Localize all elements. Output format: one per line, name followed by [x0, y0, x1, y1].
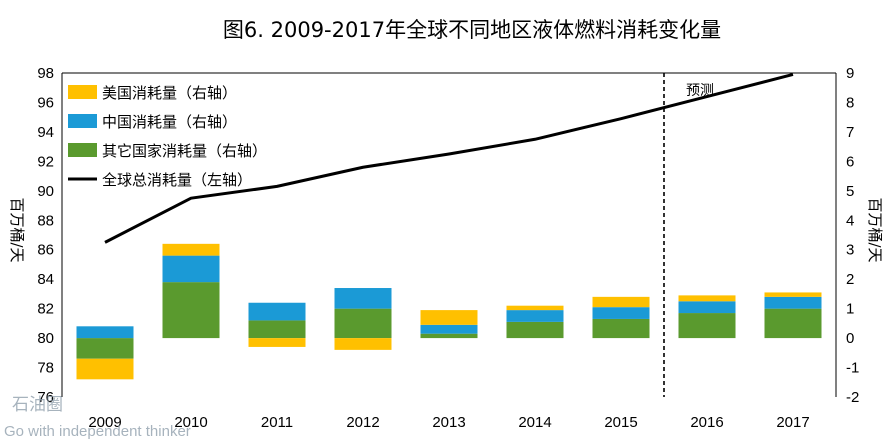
bar-segment	[248, 320, 306, 339]
legend-entry: 全球总消耗量（左轴）	[102, 171, 252, 189]
x-tick-label: 2017	[776, 414, 809, 431]
legend: 美国消耗量（右轴） 中国消耗量（右轴） 其它国家消耗量（右轴） 全球总消耗量（左轴）	[68, 84, 267, 189]
watermark-tagline: Go with independent thinker	[4, 423, 191, 440]
bar-segment	[162, 255, 220, 283]
right-axis: -2 -1 0 1 2 3 4 5 6 7 8 9	[835, 65, 859, 406]
bar-segment	[334, 338, 392, 350]
left-tick-label: 76	[37, 389, 54, 406]
x-tick-label: 2016	[690, 414, 723, 431]
legend-entry: 中国消耗量（右轴）	[102, 113, 237, 131]
left-tick-label: 88	[37, 212, 54, 229]
legend-entry: 美国消耗量（右轴）	[102, 84, 237, 102]
x-tick-label: 2015	[604, 414, 637, 431]
x-tick-label: 2012	[346, 414, 379, 431]
right-tick-label: 1	[846, 301, 854, 318]
left-tick-label: 82	[37, 301, 54, 318]
watermark-logo: 石油圈	[12, 395, 63, 415]
bar-segment	[420, 333, 478, 339]
bar-segment	[162, 243, 220, 256]
right-tick-label: -2	[846, 389, 859, 406]
bar-segment	[592, 318, 650, 339]
right-tick-label: -1	[846, 360, 859, 377]
bar-segment	[420, 324, 478, 334]
bar-segment	[506, 310, 564, 322]
bar-segment	[678, 313, 736, 339]
x-tick-label: 2010	[174, 414, 207, 431]
left-tick-label: 98	[37, 65, 54, 82]
chart-title: 图6. 2009-2017年全球不同地区液体燃料消耗变化量	[223, 18, 721, 42]
left-tick-label: 84	[37, 271, 54, 288]
x-axis: 2009 2010 2011 2012 2013 2014 2015 2016 2017	[88, 414, 809, 431]
left-tick-label: 80	[37, 330, 54, 347]
right-tick-label: 0	[846, 330, 854, 347]
bar-segment	[678, 301, 736, 314]
bar-segment	[592, 307, 650, 319]
forecast-label: 预测	[686, 83, 714, 99]
left-tick-label: 96	[37, 94, 54, 111]
legend-swatch	[68, 85, 97, 99]
left-axis-title: 百万桶/天	[8, 197, 26, 262]
left-tick-label: 78	[37, 360, 54, 377]
bar-segment	[76, 338, 134, 359]
bar-segment	[420, 310, 478, 325]
right-tick-label: 8	[846, 94, 854, 111]
right-tick-label: 7	[846, 124, 854, 141]
right-tick-label: 9	[846, 65, 854, 82]
bar-segment	[334, 308, 392, 339]
legend-swatch	[68, 114, 97, 128]
legend-entry: 其它国家消耗量（右轴）	[102, 142, 267, 160]
right-tick-label: 6	[846, 153, 854, 170]
right-axis-title: 百万桶/天	[866, 197, 884, 262]
left-tick-label: 92	[37, 153, 54, 170]
bar-segment	[162, 282, 220, 339]
x-tick-label: 2014	[518, 414, 551, 431]
left-tick-label: 94	[37, 124, 54, 141]
plot-area: 预测	[62, 72, 836, 397]
bar-segment	[764, 308, 822, 339]
bar-segment	[248, 302, 306, 321]
bar-segment	[76, 358, 134, 380]
x-tick-label: 2009	[88, 414, 121, 431]
right-tick-label: 4	[846, 212, 854, 229]
right-tick-label: 3	[846, 242, 854, 259]
bar-segment	[678, 295, 736, 302]
legend-swatch	[68, 143, 97, 157]
bar-segment	[592, 296, 650, 308]
bar-segment	[764, 292, 822, 297]
right-tick-label: 2	[846, 271, 854, 288]
left-tick-label: 86	[37, 242, 54, 259]
x-tick-label: 2011	[261, 414, 293, 431]
bar-segment	[506, 305, 564, 311]
left-axis: 76 78 80 82 84 86 88 90 92 94 96 98	[37, 65, 63, 406]
bar-segment	[334, 288, 392, 309]
left-tick-label: 90	[37, 183, 54, 200]
bar-segment	[248, 338, 306, 347]
bar-segment	[764, 296, 822, 309]
x-tick-label: 2013	[432, 414, 465, 431]
watermark: 石油圈 Go with independent thinker	[4, 395, 191, 440]
right-tick-label: 5	[846, 183, 854, 200]
bar-segment	[506, 321, 564, 339]
bar-segment	[76, 326, 134, 339]
